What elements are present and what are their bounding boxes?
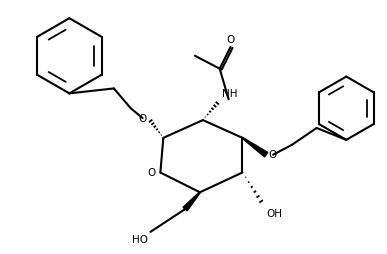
Text: NH: NH bbox=[222, 89, 237, 99]
Text: O: O bbox=[147, 168, 156, 179]
Text: OH: OH bbox=[266, 209, 282, 219]
Text: HO: HO bbox=[132, 235, 149, 245]
Polygon shape bbox=[242, 137, 268, 157]
Text: O: O bbox=[138, 114, 147, 124]
Polygon shape bbox=[183, 192, 200, 211]
Text: O: O bbox=[226, 35, 235, 45]
Text: O: O bbox=[268, 150, 276, 160]
